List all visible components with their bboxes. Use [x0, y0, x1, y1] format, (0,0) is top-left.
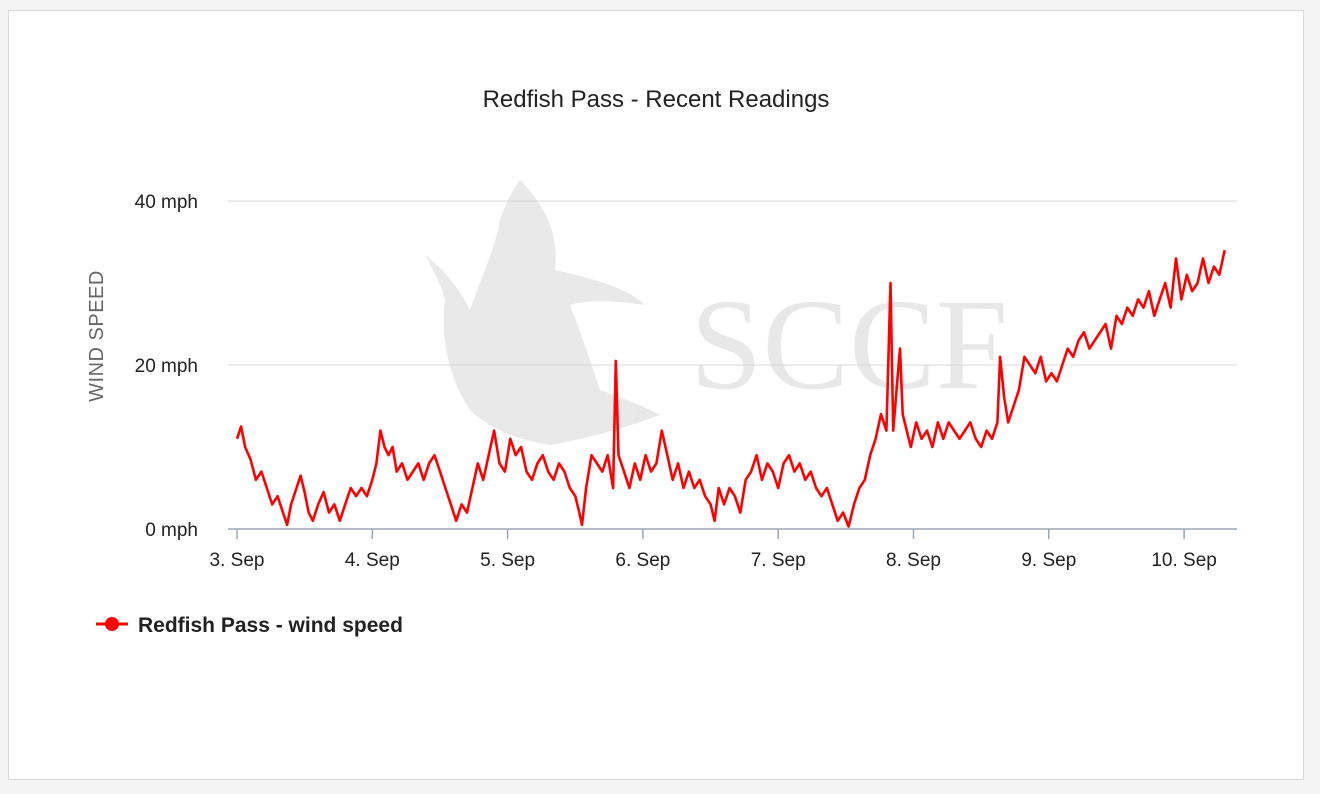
sccf-watermark-logo: SCCF [425, 180, 1008, 445]
y-tick-labels: 0 mph 20 mph 40 mph [135, 192, 198, 541]
legend-marker-icon [105, 617, 119, 631]
x-tick-label: 3. Sep [210, 550, 265, 571]
y-gridlines [228, 200, 1237, 366]
x-tick-label: 5. Sep [480, 550, 535, 571]
pelican-watermark-icon [425, 180, 660, 445]
x-tick-label: 7. Sep [751, 550, 806, 571]
y-tick-label: 40 mph [135, 192, 198, 213]
x-tick-label: 10. Sep [1151, 550, 1217, 571]
x-tick-labels: 3. Sep 4. Sep 5. Sep 6. Sep 7. Sep 8. Sep 9. S… [210, 550, 1217, 571]
x-tick-label: 8. Sep [886, 550, 941, 571]
x-tick-label: 9. Sep [1021, 550, 1076, 571]
x-axis [228, 528, 1237, 539]
chart-title: Redfish Pass - Recent Readings [483, 86, 830, 113]
y-tick-label: 0 mph [145, 520, 198, 541]
chart-card [8, 10, 1304, 780]
x-tick-label: 4. Sep [345, 550, 400, 571]
y-axis-label: WIND SPEED [86, 270, 108, 402]
x-tick-label: 6. Sep [615, 550, 670, 571]
watermark-text: SCCF [690, 273, 1008, 417]
legend[interactable]: Redfish Pass - wind speed [96, 614, 403, 637]
legend-item-wind-speed: Redfish Pass - wind speed [138, 614, 403, 637]
series-line-wind-speed [235, 249, 1226, 528]
y-tick-label: 20 mph [135, 356, 198, 377]
